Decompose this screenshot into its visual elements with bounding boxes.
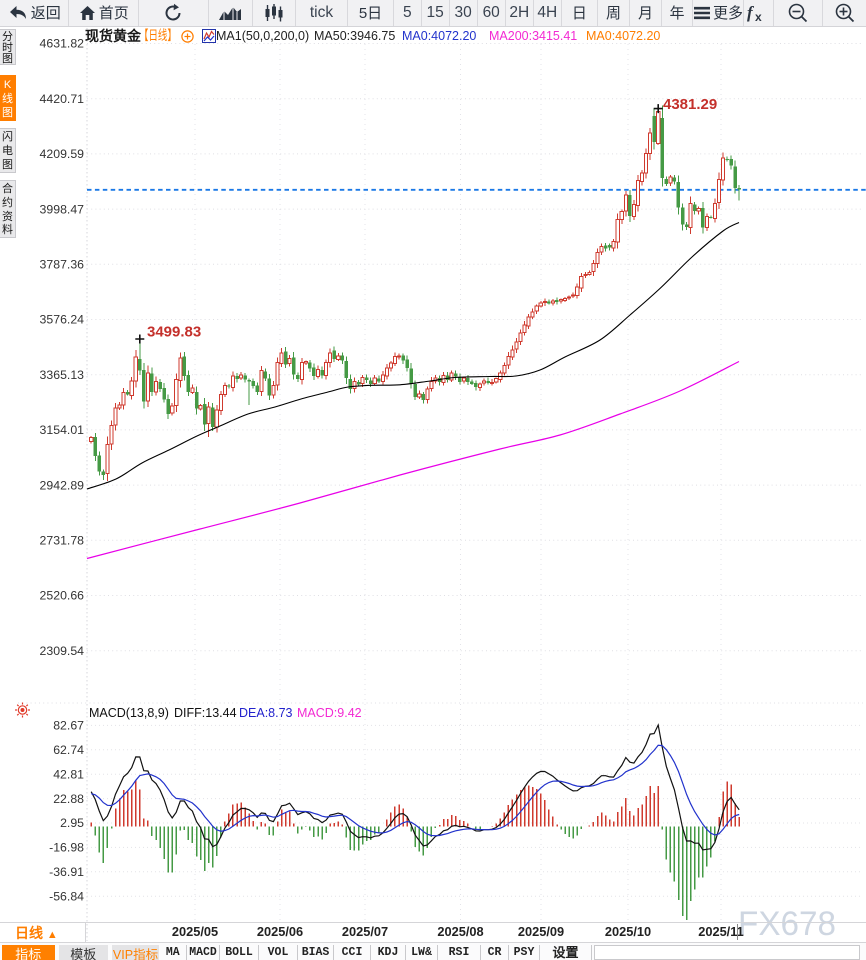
- svg-text:2025/11: 2025/11: [698, 924, 744, 939]
- svg-text:-16.98: -16.98: [49, 841, 84, 855]
- svg-text:2025/07: 2025/07: [342, 924, 388, 939]
- svg-text:x: x: [755, 10, 762, 24]
- svg-text:2309.54: 2309.54: [40, 644, 85, 658]
- svg-text:-36.91: -36.91: [49, 865, 84, 879]
- svg-text:2025/09: 2025/09: [518, 924, 564, 939]
- svg-text:2025/08: 2025/08: [437, 924, 483, 939]
- svg-text:42.81: 42.81: [53, 767, 84, 781]
- svg-text:62.74: 62.74: [53, 743, 84, 757]
- svg-text:2025/10: 2025/10: [605, 924, 651, 939]
- svg-text:3998.47: 3998.47: [40, 202, 85, 216]
- svg-text:4209.59: 4209.59: [40, 147, 85, 161]
- svg-text:82.67: 82.67: [53, 719, 84, 733]
- svg-text:2520.66: 2520.66: [40, 589, 85, 603]
- svg-text:2.95: 2.95: [60, 816, 84, 830]
- svg-text:3576.24: 3576.24: [40, 313, 85, 327]
- svg-text:FX678: FX678: [738, 905, 836, 943]
- svg-text:2025/06: 2025/06: [257, 924, 303, 939]
- svg-text:3365.13: 3365.13: [40, 368, 85, 382]
- svg-text:3499.83: 3499.83: [147, 324, 201, 341]
- svg-text:4420.71: 4420.71: [40, 92, 85, 106]
- svg-text:f: f: [747, 3, 755, 22]
- svg-text:22.88: 22.88: [53, 792, 84, 806]
- svg-text:2731.78: 2731.78: [40, 534, 85, 548]
- svg-text:4631.82: 4631.82: [40, 37, 85, 51]
- svg-text:2025/05: 2025/05: [172, 924, 218, 939]
- svg-text:2942.89: 2942.89: [40, 478, 85, 492]
- svg-text:3787.36: 3787.36: [40, 258, 85, 272]
- svg-text:4381.29: 4381.29: [663, 96, 717, 113]
- svg-text:-56.84: -56.84: [49, 889, 84, 903]
- svg-text:3154.01: 3154.01: [40, 423, 85, 437]
